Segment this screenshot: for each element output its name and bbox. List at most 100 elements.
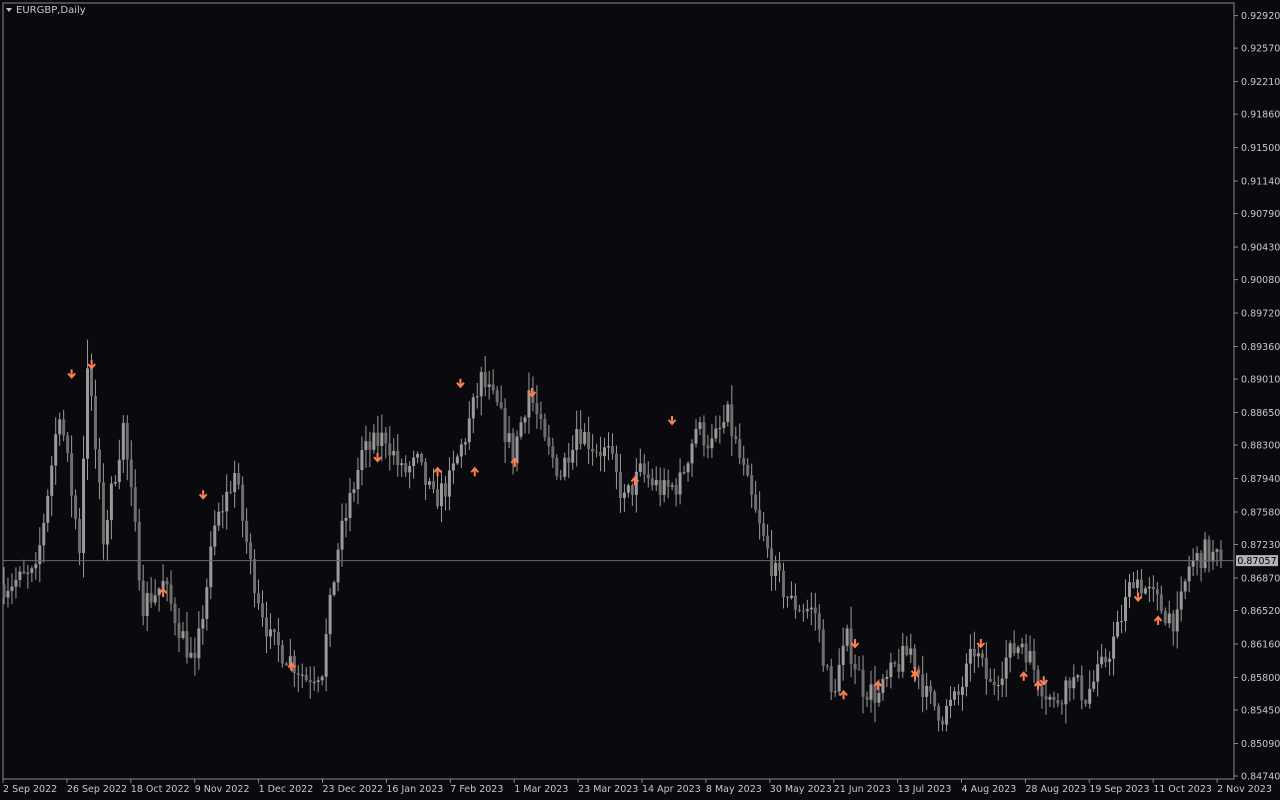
candle-body — [984, 657, 988, 679]
candle-body — [607, 446, 611, 448]
candle-body — [257, 593, 261, 604]
candle-body — [1143, 588, 1147, 594]
candle-body — [634, 471, 638, 495]
candle-body — [511, 433, 515, 463]
candle-body — [857, 669, 861, 671]
candle-body — [209, 546, 213, 588]
candle-body — [1179, 591, 1183, 610]
candle-body — [738, 439, 742, 459]
candle-body — [527, 390, 531, 418]
price-tick-label: 0.86870 — [1241, 574, 1280, 585]
candle-body — [945, 705, 949, 725]
price-axis: 0.92920 0.92570 0.92210 0.91860 0.91500 0.911… — [1234, 11, 1280, 783]
candle-body — [97, 449, 101, 483]
candle-body — [750, 475, 754, 495]
price-tick-label: 0.85800 — [1241, 673, 1280, 684]
candle-body — [213, 525, 217, 547]
candle-body — [698, 422, 702, 429]
candle-body — [714, 428, 718, 439]
up-fractal-arrow-icon — [373, 453, 382, 463]
candle-body — [153, 595, 157, 603]
candle-body — [1016, 647, 1020, 654]
chart-title-bar[interactable]: EURGBP,Daily — [4, 3, 86, 17]
candle-body — [785, 597, 789, 599]
candle-body — [515, 436, 519, 463]
candle-body — [1120, 621, 1124, 623]
candle-body — [185, 631, 189, 658]
candle-body — [412, 457, 416, 466]
candle-body — [404, 463, 408, 473]
candle-body — [901, 645, 905, 672]
up-fractal-arrow-icon — [1133, 592, 1143, 603]
candle-body — [992, 681, 996, 686]
candle-body — [913, 648, 917, 669]
candle-body — [507, 433, 511, 443]
plot-frame — [2, 2, 1235, 780]
candle-body — [356, 469, 360, 490]
candle-body — [435, 489, 439, 507]
candle-body — [595, 451, 599, 453]
candle-body — [1004, 657, 1008, 679]
price-tick-label: 0.91860 — [1241, 110, 1280, 121]
candle-body — [678, 472, 682, 495]
candle-body — [555, 457, 559, 476]
candle-body — [499, 402, 503, 408]
candles-layer — [2, 339, 1223, 732]
price-tick-label: 0.89720 — [1241, 309, 1280, 320]
candle-body — [793, 595, 797, 610]
candle-body — [976, 653, 980, 657]
up-fractal-arrow-icon — [67, 369, 76, 379]
candle-body — [893, 662, 897, 664]
candle-body — [805, 609, 809, 612]
candle-body — [1100, 656, 1104, 665]
candle-body — [662, 480, 666, 495]
candle-body — [1068, 680, 1072, 689]
candle-body — [1032, 651, 1036, 670]
candle-body — [141, 580, 145, 617]
candle-body — [1076, 675, 1080, 678]
price-tick-label: 0.89360 — [1241, 342, 1280, 353]
candle-body — [646, 474, 650, 479]
candle-body — [853, 663, 857, 670]
candle-body — [587, 432, 591, 449]
candle-body — [682, 472, 686, 474]
candle-body — [519, 422, 523, 437]
candle-body — [686, 463, 690, 473]
current-price-value: 0.87057 — [1237, 556, 1276, 567]
candle-body — [1155, 589, 1159, 595]
dropdown-triangle-icon[interactable] — [6, 8, 12, 12]
candle-body — [849, 628, 853, 664]
price-tick-label: 0.87230 — [1241, 540, 1280, 551]
candle-body — [1008, 643, 1012, 658]
candle-body — [571, 449, 575, 463]
price-tick-label: 0.91140 — [1241, 177, 1280, 188]
candle-body — [165, 580, 169, 585]
price-tick-label: 0.86520 — [1241, 606, 1280, 617]
candle-body — [614, 453, 618, 473]
time-tick-label: 21 Jun 2023 — [834, 784, 891, 795]
price-tick-label: 0.92920 — [1241, 11, 1280, 22]
candle-body — [284, 663, 288, 666]
up-fractal-arrow-icon — [198, 490, 208, 500]
candle-body — [93, 396, 97, 450]
candle-body — [778, 562, 782, 571]
candle-body — [1187, 566, 1191, 582]
candle-body — [1124, 596, 1128, 622]
candle-body — [1183, 581, 1187, 592]
candle-body — [217, 511, 221, 526]
candle-body — [237, 473, 241, 485]
time-tick-label: 26 Sep 2022 — [67, 784, 127, 795]
candle-body — [424, 462, 428, 485]
candle-body — [82, 458, 86, 553]
up-fractal-arrow-icon — [1039, 676, 1048, 686]
candle-body — [1151, 586, 1155, 590]
candle-body — [746, 464, 750, 476]
candle-body — [980, 653, 984, 658]
time-tick-label: 11 Oct 2023 — [1153, 784, 1212, 795]
price-tick-label: 0.90430 — [1241, 243, 1280, 254]
candle-body — [388, 443, 392, 456]
candle-body — [416, 453, 420, 458]
down-fractal-arrow-icon — [287, 661, 297, 672]
